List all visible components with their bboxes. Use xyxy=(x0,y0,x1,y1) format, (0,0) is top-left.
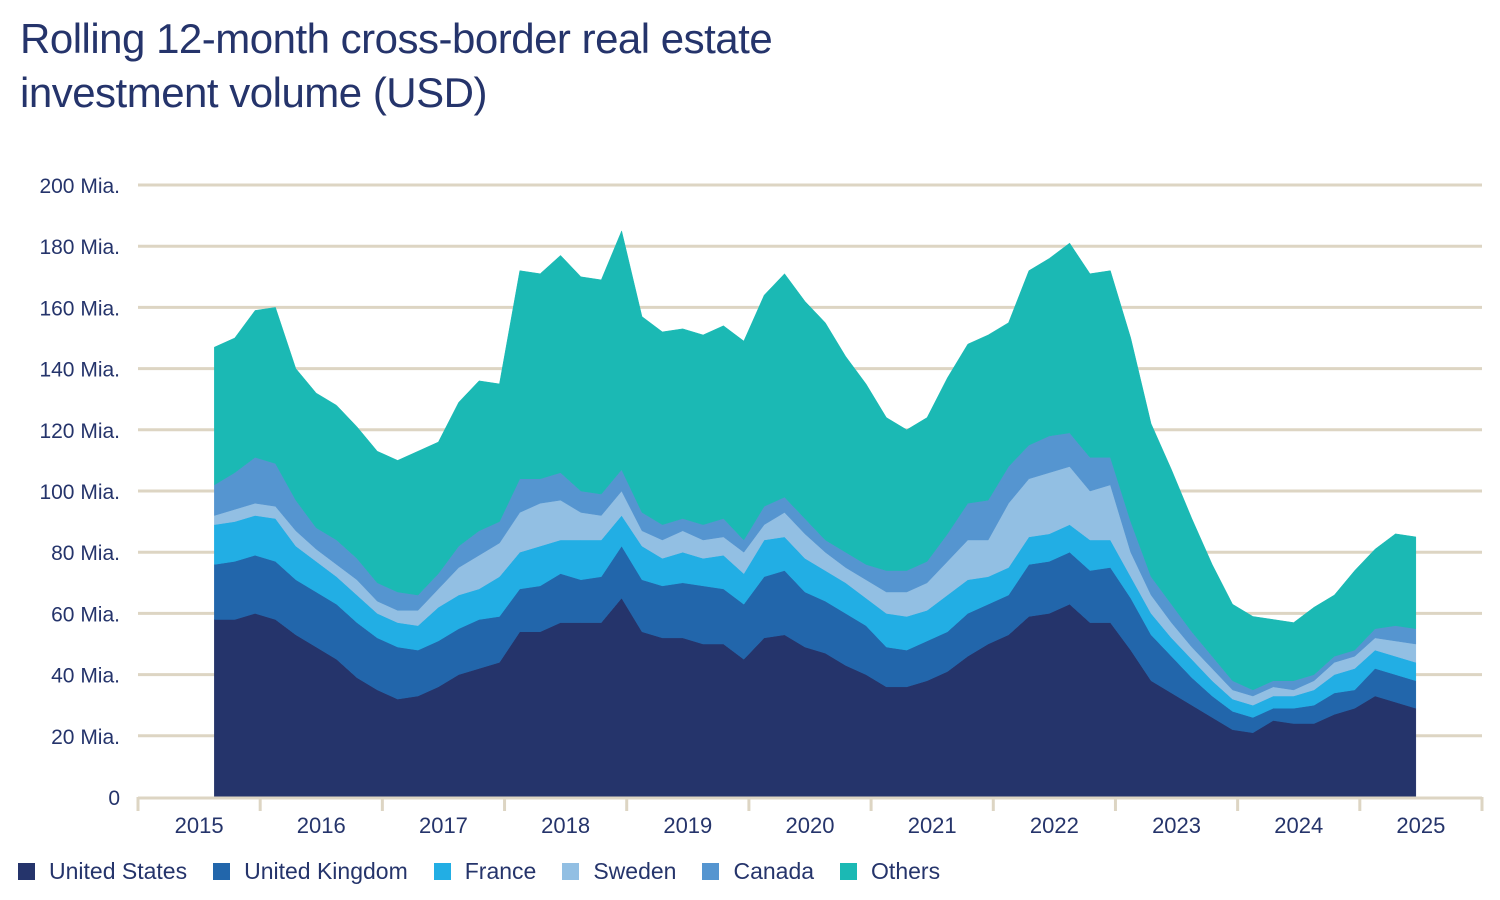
legend-label: United States xyxy=(49,858,188,884)
legend-swatch xyxy=(18,863,35,880)
y-tick-label: 80 Mia. xyxy=(51,542,120,565)
x-axis xyxy=(136,796,1484,811)
area-others xyxy=(214,230,1417,691)
area-series xyxy=(214,230,1417,798)
legend-swatch xyxy=(702,863,720,880)
x-tick-label: 2023 xyxy=(1152,813,1201,838)
y-tick-label: 60 Mia. xyxy=(51,603,120,626)
legend-label: Others xyxy=(871,858,941,884)
x-tick-label: 2021 xyxy=(908,813,957,838)
y-tick-label: 100 Mia. xyxy=(39,481,120,504)
legend-item: France xyxy=(433,858,537,885)
x-tick-label: 2018 xyxy=(541,813,590,838)
legend-swatch xyxy=(433,863,451,880)
x-tick-label: 2016 xyxy=(297,813,346,838)
x-axis-tick-labels: 2015 2016 2017 2018 2019 2020 2021 2022 2023 2024… xyxy=(175,813,1446,838)
legend-item: United States xyxy=(18,858,187,885)
y-tick-label: 0 xyxy=(108,787,120,810)
x-tick-label: 2015 xyxy=(175,813,224,838)
y-tick-label: 180 Mia. xyxy=(39,236,120,259)
legend-item: Canada xyxy=(702,858,814,885)
y-tick-label: 20 Mia. xyxy=(51,726,120,749)
legend-item: Others xyxy=(840,858,940,885)
chart-title: Rolling 12-month cross-border real estat… xyxy=(20,12,1020,120)
x-tick-label: 2020 xyxy=(786,813,835,838)
x-tick-label: 2024 xyxy=(1274,813,1323,838)
x-tick-label: 2025 xyxy=(1396,813,1445,838)
legend: United States United Kingdom France Sweden C… xyxy=(18,858,966,885)
legend-item: Sweden xyxy=(562,858,676,885)
legend-item: United Kingdom xyxy=(213,858,408,885)
legend-label: United Kingdom xyxy=(244,858,408,884)
legend-label: Canada xyxy=(733,858,815,884)
y-axis-tick-labels: 0 20 Mia. 40 Mia. 60 Mia. 80 Mia. 100 Mia. 120… xyxy=(39,175,120,810)
legend-label: Sweden xyxy=(593,858,677,884)
x-tick-label: 2019 xyxy=(663,813,712,838)
y-tick-label: 40 Mia. xyxy=(51,665,120,688)
chart-title-line-1: Rolling 12-month cross-border real estat… xyxy=(20,15,773,62)
y-tick-label: 140 Mia. xyxy=(39,359,120,382)
legend-swatch xyxy=(213,863,231,880)
x-tick-label: 2022 xyxy=(1030,813,1079,838)
chart-title-line-2: investment volume (USD) xyxy=(20,69,487,116)
legend-label: France xyxy=(464,858,537,884)
y-tick-label: 200 Mia. xyxy=(39,175,120,198)
legend-swatch xyxy=(840,863,858,880)
y-tick-label: 160 Mia. xyxy=(39,297,120,320)
x-tick-label: 2017 xyxy=(419,813,468,838)
y-tick-label: 120 Mia. xyxy=(39,420,120,443)
legend-swatch xyxy=(562,863,580,880)
